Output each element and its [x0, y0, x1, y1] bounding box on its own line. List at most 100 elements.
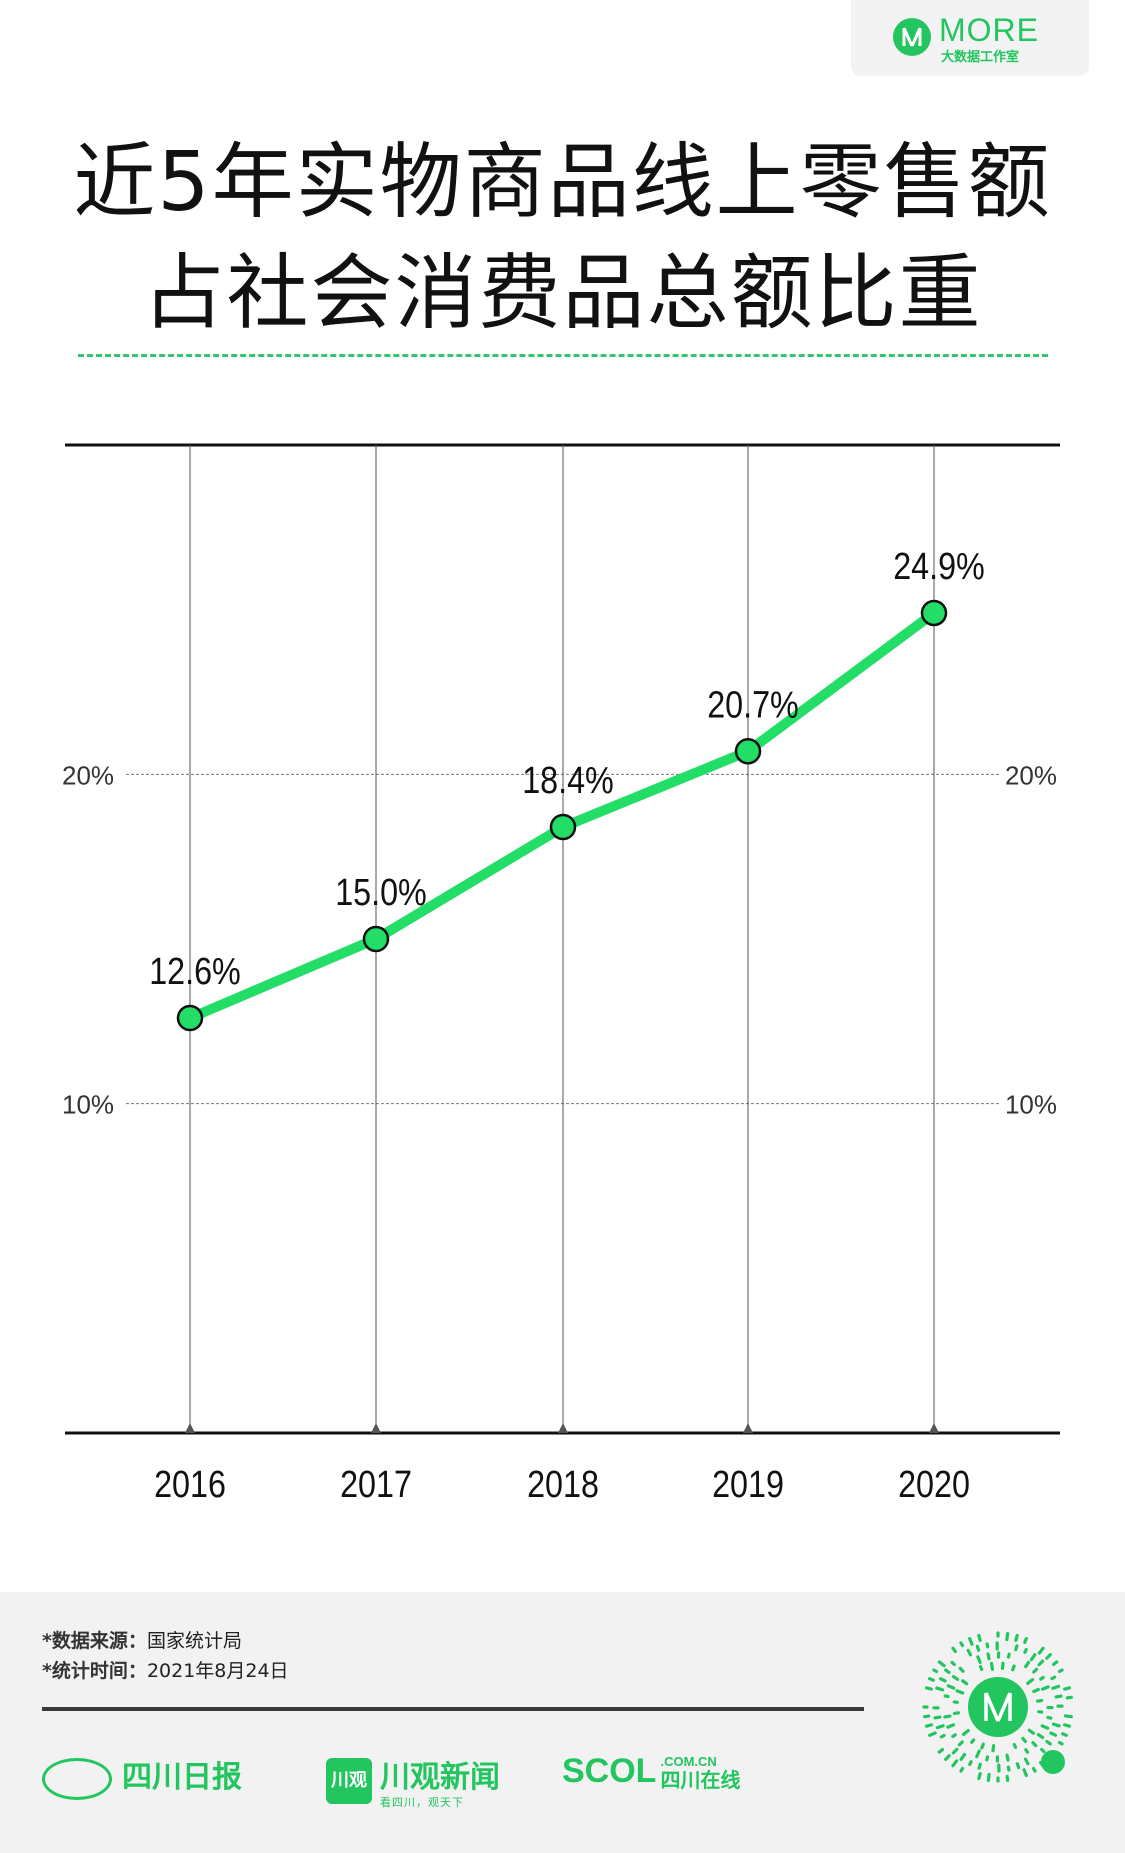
data-label: 20.7%: [707, 684, 799, 726]
qr-dot: [1006, 1652, 1011, 1659]
qr-dot: [935, 1724, 945, 1730]
data-point: [549, 813, 577, 841]
qr-dot: [951, 1646, 957, 1654]
qr-dot: [944, 1754, 951, 1761]
qr-dot: [1046, 1715, 1053, 1720]
qr-dot: [968, 1637, 974, 1646]
qr-dot: [1023, 1647, 1028, 1654]
qr-dot: [1012, 1743, 1018, 1749]
x-tick-label: 2017: [340, 1464, 412, 1506]
qr-dot: [1040, 1747, 1046, 1754]
source-line: *数据来源：国家统计局: [42, 1626, 242, 1653]
qr-dot: [977, 1762, 982, 1770]
qr-dot: [968, 1760, 973, 1767]
qr-dot: [924, 1723, 933, 1728]
y-tick-label-right: 10%: [1005, 1090, 1057, 1120]
qr-dot: [970, 1738, 976, 1744]
qr-dot: [978, 1665, 984, 1671]
x-tick-marker: [558, 1423, 568, 1433]
source-label: *数据来源：: [42, 1630, 147, 1652]
qr-dot: [1006, 1765, 1011, 1772]
qr-dot: [924, 1686, 933, 1691]
qr-dot: [977, 1633, 982, 1642]
qr-dot: [985, 1642, 990, 1649]
data-label: 12.6%: [149, 951, 241, 993]
qr-dot: [950, 1660, 956, 1667]
y-tick-label-left: 10%: [62, 1090, 114, 1120]
qr-dot: [989, 1661, 995, 1672]
footer-divider: [42, 1707, 864, 1711]
qr-dot: [1040, 1724, 1050, 1730]
qr-dot: [1051, 1722, 1061, 1728]
time-line: *统计时间：2021年8月24日: [42, 1656, 289, 1683]
brand-sichuan-daily: 四川日报: [42, 1752, 242, 1800]
qr-dot: [1036, 1733, 1045, 1740]
qr-dot: [1040, 1685, 1050, 1691]
data-point: [734, 738, 762, 765]
qr-dot: [1005, 1753, 1010, 1762]
data-label: 24.9%: [893, 546, 985, 588]
chart-title-line-1: 近5年实物商品线上零售额: [73, 135, 1052, 230]
qr-dot: [1032, 1667, 1039, 1674]
brand-chuanguan-news: 川观 川观新闻 看四川，观天下: [326, 1752, 500, 1810]
qr-dot: [932, 1668, 939, 1674]
qr-dot: [1051, 1660, 1059, 1666]
x-tick-marker: [743, 1423, 753, 1433]
qr-dot: [1057, 1740, 1064, 1746]
qr-dot: [1024, 1660, 1031, 1669]
qr-dot: [975, 1749, 981, 1759]
qr-dot: [1061, 1732, 1068, 1737]
x-tick-label: 2018: [527, 1464, 599, 1506]
qr-dot: [1026, 1678, 1035, 1685]
qr-dot: [1023, 1637, 1028, 1644]
qr-dot: [1024, 1748, 1030, 1754]
qr-dot: [980, 1742, 985, 1750]
x-tick-marker: [371, 1423, 381, 1433]
qr-dot: [937, 1748, 945, 1754]
qr-center-mark: [984, 1692, 1012, 1722]
qr-dot: [1021, 1736, 1027, 1744]
qr-dot: [1063, 1714, 1073, 1719]
qr-dot: [923, 1714, 931, 1719]
qr-dot: [961, 1729, 970, 1736]
qr-dot: [985, 1755, 990, 1762]
qr-dot: [928, 1731, 937, 1737]
qr-dot: [976, 1655, 982, 1665]
qr-dot: [1005, 1632, 1010, 1642]
qr-dot: [1039, 1675, 1045, 1681]
qr-dot: [959, 1641, 965, 1648]
time-value: 2021年8月24日: [146, 1660, 289, 1682]
qr-dot: [1032, 1687, 1040, 1694]
qr-dot: [1015, 1762, 1021, 1770]
line-chart: 10% 10% 20% 20% 2016 2017 2018 2019 2020 12.6% 15.…: [62, 443, 1060, 1506]
qr-dot: [952, 1711, 961, 1716]
qr-dot: [1050, 1675, 1057, 1681]
brand-name: 川观新闻: [380, 1760, 500, 1795]
qr-dot: [951, 1733, 957, 1739]
data-label: 15.0%: [335, 872, 427, 914]
qr-dot: [1022, 1768, 1028, 1777]
qr-dot: [951, 1674, 960, 1681]
qr-dot: [1029, 1653, 1037, 1662]
qr-center-logo: [968, 1677, 1028, 1737]
data-label: 18.4%: [522, 760, 614, 802]
data-point: [362, 925, 390, 953]
qr-dot: [946, 1684, 956, 1690]
qr-dot: [937, 1660, 946, 1668]
qr-dot: [986, 1772, 991, 1782]
qr-dot: [1057, 1668, 1064, 1674]
source-value: 国家统计局: [146, 1630, 242, 1652]
qr-dot: [946, 1723, 956, 1729]
x-tick-label: 2020: [898, 1464, 970, 1506]
data-point: [920, 599, 948, 627]
qr-dot: [1063, 1686, 1072, 1691]
logo-name: MORE: [939, 12, 1039, 48]
qr-dot: [1031, 1741, 1038, 1748]
qr-dot: [975, 1644, 981, 1652]
qr-dot: [1023, 1757, 1030, 1766]
footer: *数据来源：国家统计局 *统计时间：2021年8月24日 四川日报 川观 川观新闻…: [0, 1592, 1125, 1853]
qr-dot: [939, 1733, 946, 1739]
qr-dot: [1054, 1694, 1063, 1699]
qr-dot: [1065, 1695, 1073, 1700]
qr-dot: [959, 1752, 967, 1761]
